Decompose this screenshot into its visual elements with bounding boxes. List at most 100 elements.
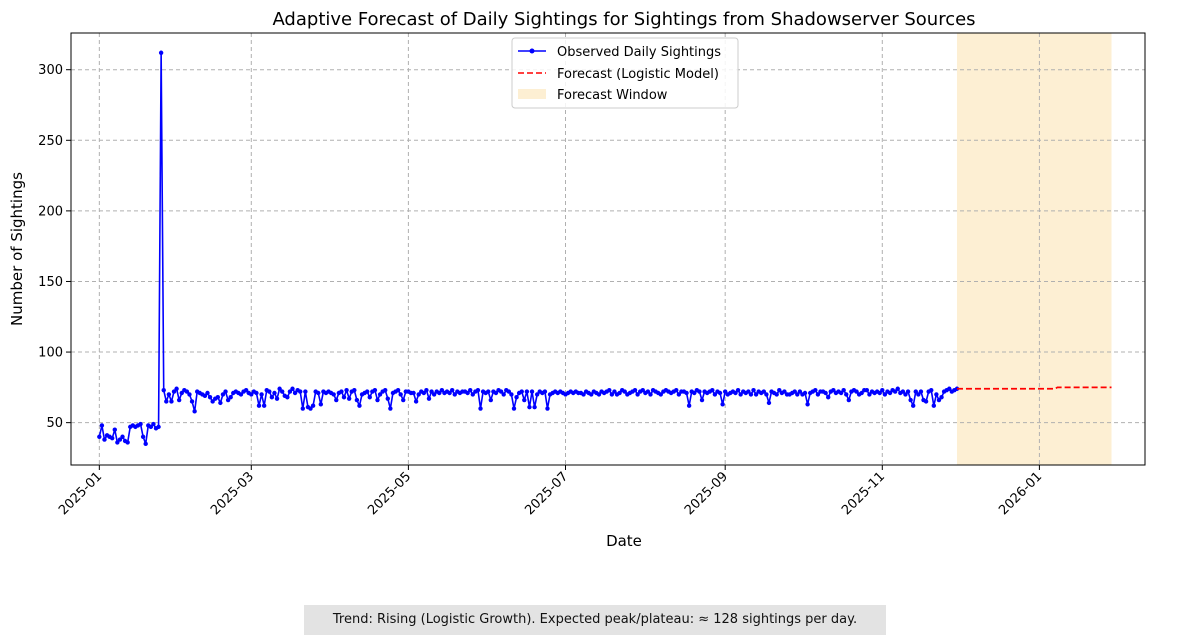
chart-title: Adaptive Forecast of Daily Sightings for… (272, 9, 975, 30)
observed-point (279, 389, 285, 394)
observed-point (207, 395, 213, 400)
observed-point (117, 437, 123, 442)
observed-point (339, 389, 344, 394)
observed-point (447, 390, 452, 396)
observed-point (813, 387, 818, 393)
observed-point (223, 389, 228, 394)
observed-point (923, 399, 929, 404)
observed-point (274, 396, 280, 401)
observed-point (254, 390, 259, 396)
observed-point (697, 389, 702, 394)
forecast-window-band (956, 33, 1112, 465)
observed-point (215, 395, 221, 400)
observed-point (831, 387, 836, 393)
observed-point (854, 389, 859, 394)
plot-frame (70, 32, 1146, 466)
observed-point (929, 387, 934, 393)
legend-box (511, 37, 739, 109)
observed-point (908, 397, 913, 403)
forecast-line (956, 386, 1112, 390)
observed-point (437, 390, 442, 396)
observed-point (267, 389, 272, 394)
observed-point (416, 392, 421, 397)
x-tick-label: 2025-05 (365, 469, 414, 518)
observed-point (710, 387, 715, 393)
observed-point (609, 392, 615, 397)
observed-point (766, 400, 772, 406)
observed-point (383, 387, 388, 393)
observed-point (617, 390, 622, 396)
observed-point (918, 389, 924, 394)
observed-point (509, 392, 514, 397)
x-axis-label: Date (606, 532, 642, 550)
legend-observed-marker (529, 48, 535, 54)
observed-point (542, 389, 548, 394)
observed-point (156, 424, 161, 430)
observed-point (210, 399, 215, 404)
observed-point (493, 390, 499, 396)
legend-window-swatch (518, 89, 546, 99)
forecast-window-layer (956, 33, 1112, 465)
observed-point (316, 390, 321, 396)
observed-point (795, 392, 800, 397)
observed-point (895, 386, 900, 391)
observed-point (733, 390, 738, 396)
observed-point (398, 392, 403, 397)
observed-point (143, 441, 148, 447)
observed-point (534, 392, 540, 397)
y-axis-label: Number of Sightings (8, 172, 26, 326)
observed-point (140, 434, 146, 439)
observed-point (303, 389, 308, 394)
observed-line (98, 51, 958, 445)
legend-observed-label: Observed Daily Sightings (557, 45, 721, 60)
y-tick-label: 250 (38, 134, 63, 149)
trend-annotation: Trend: Rising (Logistic Growth). Expecte… (304, 605, 886, 635)
observed-point (867, 392, 872, 397)
observed-point (658, 392, 663, 397)
observed-point (243, 387, 249, 393)
observed-point (272, 390, 277, 396)
observed-point (686, 403, 692, 408)
observed-point (712, 392, 718, 397)
observed-point (529, 389, 535, 394)
observed-point (676, 392, 682, 397)
observed-point (421, 390, 427, 396)
observed-point (357, 403, 362, 408)
x-tick-label: 2025-01 (56, 469, 105, 518)
observed-point (151, 421, 156, 427)
observed-point (478, 406, 483, 411)
observed-point (511, 406, 517, 411)
observed-point (372, 387, 378, 393)
observed-point (192, 409, 197, 414)
observed-point (259, 392, 264, 397)
observed-point (120, 434, 125, 439)
observed-point (148, 424, 154, 430)
observed-point (220, 392, 226, 397)
observed-point (452, 392, 457, 397)
observed-point (488, 397, 494, 403)
observed-point (589, 392, 594, 397)
observed-point (205, 390, 210, 396)
observed-point (292, 390, 298, 396)
observed-point (184, 389, 190, 394)
observed-point (746, 389, 751, 394)
observed-point (748, 392, 754, 397)
observed-point (395, 387, 401, 393)
observed-point (864, 387, 870, 393)
observed-point (310, 403, 316, 408)
observed-point (308, 406, 313, 411)
observed-point (99, 423, 105, 428)
observed-point (844, 392, 849, 397)
observed-point (176, 397, 182, 403)
observed-point (468, 387, 473, 393)
observed-point (413, 399, 419, 404)
observed-point (931, 403, 937, 408)
observed-point (189, 399, 195, 404)
observed-point (699, 397, 705, 403)
observed-point (892, 389, 898, 394)
series-layer (97, 50, 1112, 447)
observed-point (797, 389, 803, 394)
observed-point (388, 406, 393, 411)
x-tick-label: 2025-11 (839, 469, 888, 518)
